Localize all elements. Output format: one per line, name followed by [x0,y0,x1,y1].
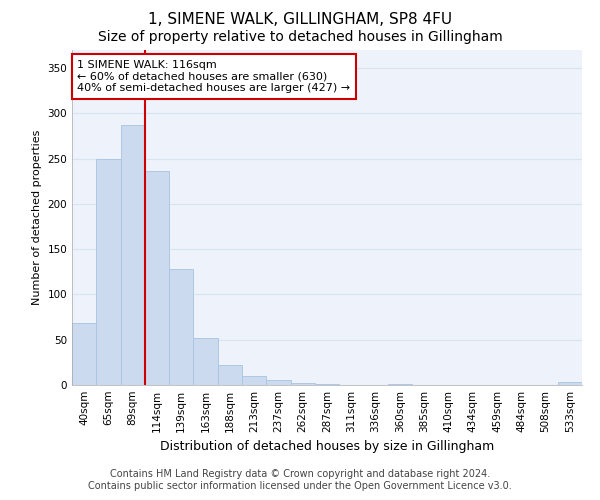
Text: 1, SIMENE WALK, GILLINGHAM, SP8 4FU: 1, SIMENE WALK, GILLINGHAM, SP8 4FU [148,12,452,28]
Bar [193,338,218,385]
X-axis label: Distribution of detached houses by size in Gillingham: Distribution of detached houses by size … [160,440,494,454]
Bar [242,376,266,385]
Bar [121,125,145,385]
Bar [169,269,193,385]
Bar [315,384,339,385]
Bar [145,172,169,385]
Bar [72,324,96,385]
Bar [290,383,315,385]
Bar [388,384,412,385]
Bar [266,380,290,385]
Text: 1 SIMENE WALK: 116sqm
← 60% of detached houses are smaller (630)
40% of semi-det: 1 SIMENE WALK: 116sqm ← 60% of detached … [77,60,350,93]
Y-axis label: Number of detached properties: Number of detached properties [32,130,42,305]
Text: Contains HM Land Registry data © Crown copyright and database right 2024.
Contai: Contains HM Land Registry data © Crown c… [88,470,512,491]
Text: Size of property relative to detached houses in Gillingham: Size of property relative to detached ho… [98,30,502,44]
Bar [96,158,121,385]
Bar [558,382,582,385]
Bar [218,365,242,385]
